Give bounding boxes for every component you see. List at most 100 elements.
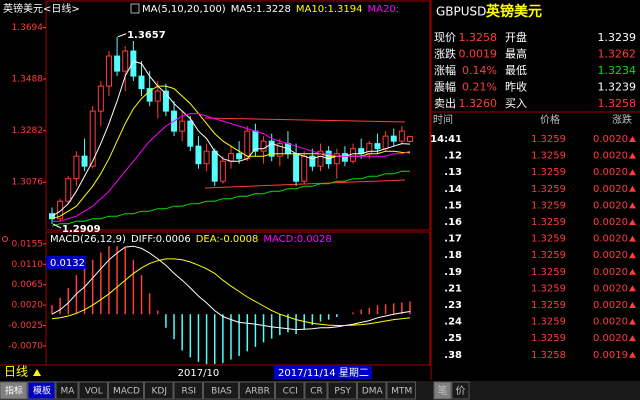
trend-line: [204, 117, 406, 123]
candle-body: [81, 155, 88, 167]
quote-value: 1.3260: [459, 97, 498, 110]
tab[interactable]: RSI: [181, 387, 196, 397]
tab[interactable]: 模板: [33, 385, 51, 397]
cursor-value: 0.0132: [50, 258, 85, 269]
candle-body: [97, 85, 104, 112]
tab[interactable]: 笔: [438, 384, 448, 397]
trade-price: 1.3259: [531, 234, 566, 245]
cursor-date: 2017/11/14 星期二: [278, 367, 369, 379]
trade-change: 0.0020: [593, 283, 628, 294]
candle-body: [293, 153, 300, 182]
tab[interactable]: MA: [61, 387, 76, 397]
symbol: GBPUSD: [436, 5, 486, 19]
tab[interactable]: MTM: [391, 387, 412, 397]
trade-change: 0.0019: [593, 350, 628, 361]
tab-bg: [275, 381, 305, 400]
trade-price: 1.3259: [531, 317, 566, 328]
candle-body: [162, 90, 169, 112]
candle-body: [325, 150, 332, 165]
trade-time: .16: [444, 217, 462, 228]
tab[interactable]: VOL: [85, 387, 103, 397]
x-tick-label: 2017/10: [178, 368, 220, 379]
y-tick-label: 1.3076: [12, 178, 44, 188]
icon: [130, 3, 140, 14]
legend-entry: DIFF:0.0006: [131, 234, 191, 245]
up-arrow: [629, 136, 636, 142]
trade-change: 0.0020: [593, 151, 628, 162]
y-tick-label: 0.0155: [12, 239, 44, 249]
trade-time: .38: [444, 350, 462, 361]
candle-body: [89, 110, 96, 167]
candle-body: [179, 120, 186, 132]
trade-price: 1.3259: [531, 267, 566, 278]
price-frame: [45, 0, 431, 231]
candle-body: [195, 145, 202, 165]
candle-body: [154, 90, 161, 102]
candle-body: [317, 150, 324, 167]
trade-price: 1.3258: [531, 350, 566, 361]
tab[interactable]: DMA: [362, 387, 384, 397]
line: [52, 113, 411, 222]
candle-body: [211, 150, 218, 182]
legend-entry: MA20:: [367, 4, 399, 15]
annotation-pointer: [52, 223, 62, 229]
up-arrow: [629, 185, 636, 192]
trade-change: 0.0020: [593, 167, 628, 178]
candle-body: [390, 135, 397, 142]
candle-body: [105, 55, 112, 87]
quote-value: 1.3258: [459, 31, 498, 44]
candle-body: [114, 55, 121, 72]
legend-entry: MA10:1.3194: [296, 4, 363, 15]
line: [51, 60, 411, 217]
trade-time: .25: [444, 333, 462, 344]
tab-bg: [386, 381, 416, 400]
tab[interactable]: PSY: [334, 387, 351, 397]
trade-change: 0.0020: [593, 200, 628, 211]
candle-body: [276, 143, 283, 157]
tab[interactable]: ARBR: [245, 387, 270, 397]
tab-bg: [357, 381, 387, 400]
table-header: 涨跌: [612, 113, 632, 126]
up-arrow: [629, 335, 636, 342]
trade-change: 0.0020: [593, 234, 628, 245]
chart-title: 英镑美元<日线>: [3, 2, 80, 15]
quote-label: 涨幅: [434, 64, 456, 77]
indicator-legend: MACD(26,12,9) DIFF:0.0006 DEA:-0.0008 MACD:…: [50, 234, 332, 245]
indicator-legend: MA(5,10,20,100) MA5:1.3228 MA10:1.3194 MA20…: [142, 4, 399, 15]
up-arrow: [629, 318, 636, 325]
period-label[interactable]: 日线: [4, 365, 28, 379]
annotation: 1.2909: [62, 224, 101, 235]
candle-body: [301, 155, 308, 182]
tab[interactable]: BIAS: [211, 387, 232, 397]
quote-value: 1.3239: [598, 81, 637, 94]
tab-bg: [239, 381, 275, 400]
icon: [2, 236, 8, 242]
tab[interactable]: CR: [310, 387, 323, 397]
candle-body: [122, 50, 129, 72]
quote-label: 现价: [434, 31, 456, 44]
table-header: 时间: [433, 113, 453, 126]
quote-label: 最高: [505, 47, 527, 61]
tab-bg: [433, 381, 452, 400]
indicator: MA(5,10,20,100): [142, 4, 226, 15]
tab[interactable]: KDJ: [152, 387, 168, 397]
tab[interactable]: MACD: [113, 387, 140, 397]
tab[interactable]: 指标: [5, 385, 23, 397]
quote-value: 1.3239: [598, 31, 637, 44]
up-arrow: [629, 152, 636, 159]
quote-value: 0.14%: [462, 64, 497, 77]
y-tick-label: 0.0110: [12, 260, 44, 270]
quote-label: 涨跌: [434, 47, 456, 61]
candle-body: [341, 153, 348, 162]
tab-bg: [144, 381, 174, 400]
tab[interactable]: CCI: [283, 387, 298, 397]
tab-bg: [173, 381, 203, 400]
trade-time: .19: [444, 267, 462, 278]
tab[interactable]: 价: [456, 385, 466, 397]
annotation-pointer: [117, 33, 127, 38]
up-arrow: [629, 235, 636, 242]
candle-body: [203, 150, 210, 165]
candle-body: [130, 50, 137, 77]
trade-change: 0.0020: [593, 184, 628, 195]
